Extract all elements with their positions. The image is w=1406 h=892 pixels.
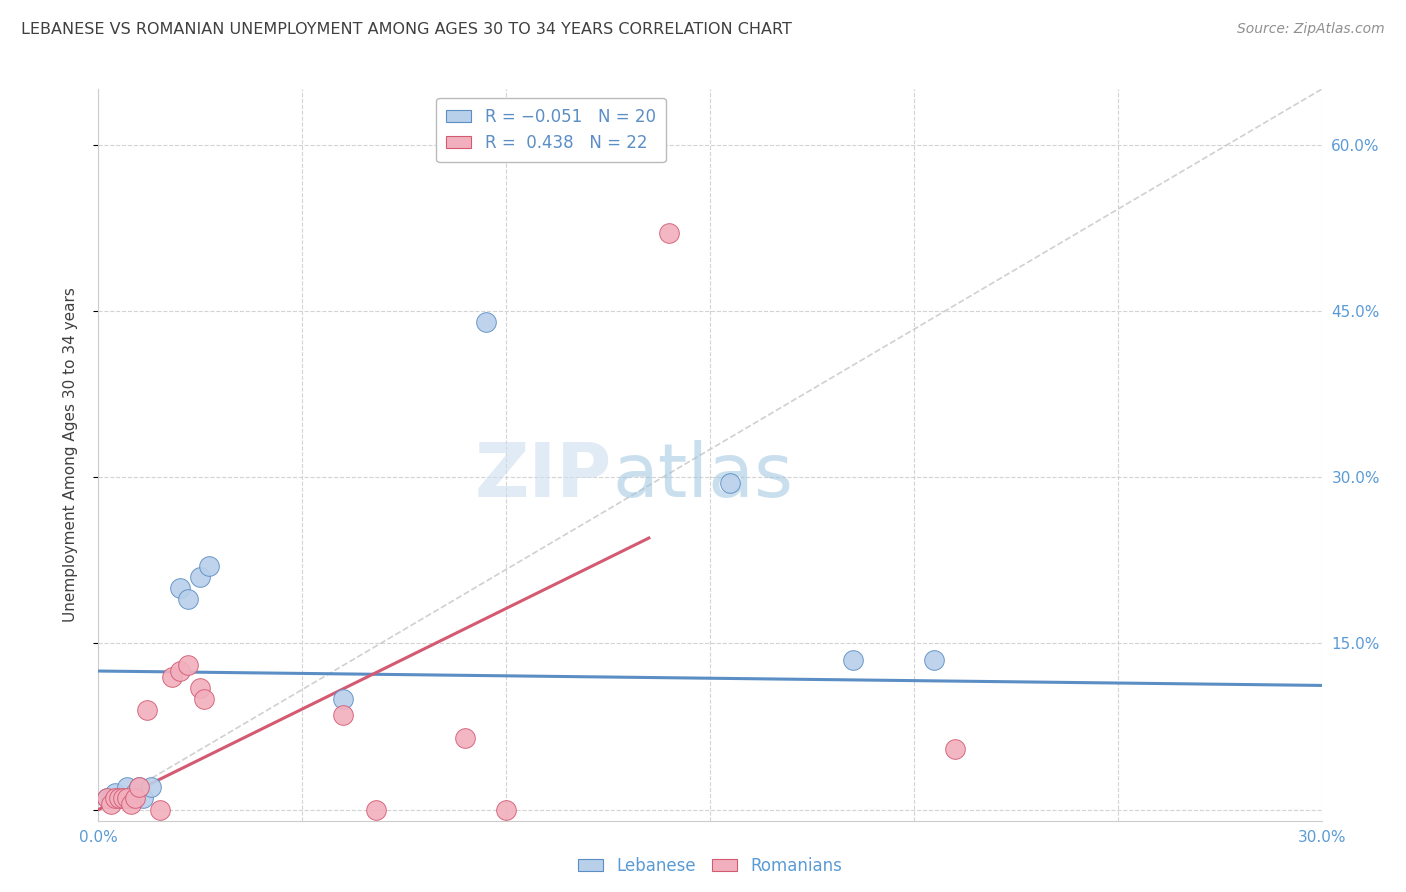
Point xyxy=(111,791,134,805)
Point xyxy=(115,791,138,805)
Point xyxy=(149,803,172,817)
Point xyxy=(193,691,215,706)
Point xyxy=(115,780,138,795)
Point xyxy=(100,797,122,811)
Text: Source: ZipAtlas.com: Source: ZipAtlas.com xyxy=(1237,22,1385,37)
Point xyxy=(120,791,142,805)
Point xyxy=(128,780,150,795)
Y-axis label: Unemployment Among Ages 30 to 34 years: Unemployment Among Ages 30 to 34 years xyxy=(63,287,77,623)
Point xyxy=(658,227,681,241)
Point xyxy=(943,741,966,756)
Text: LEBANESE VS ROMANIAN UNEMPLOYMENT AMONG AGES 30 TO 34 YEARS CORRELATION CHART: LEBANESE VS ROMANIAN UNEMPLOYMENT AMONG … xyxy=(21,22,792,37)
Text: ZIP: ZIP xyxy=(475,441,612,514)
Point xyxy=(100,791,122,805)
Legend: Lebanese, Romanians: Lebanese, Romanians xyxy=(571,850,849,882)
Point xyxy=(177,592,200,607)
Point xyxy=(104,791,127,805)
Point xyxy=(124,791,146,805)
Point xyxy=(124,786,146,800)
Point xyxy=(169,581,191,595)
Point xyxy=(160,669,183,683)
Point xyxy=(177,658,200,673)
Text: atlas: atlas xyxy=(612,441,793,514)
Point xyxy=(128,780,150,795)
Point xyxy=(132,791,155,805)
Point xyxy=(104,786,127,800)
Point xyxy=(332,691,354,706)
Point xyxy=(96,791,118,805)
Point xyxy=(120,797,142,811)
Point xyxy=(454,731,477,745)
Point xyxy=(364,803,387,817)
Point xyxy=(197,558,219,573)
Point xyxy=(922,653,945,667)
Point xyxy=(332,708,354,723)
Point xyxy=(136,703,159,717)
Point xyxy=(108,791,131,805)
Point xyxy=(188,570,212,584)
Point xyxy=(188,681,212,695)
Point xyxy=(720,475,742,490)
Point xyxy=(96,791,118,805)
Point xyxy=(141,780,163,795)
Point xyxy=(108,791,131,805)
Point xyxy=(111,791,134,805)
Point xyxy=(474,315,498,329)
Point xyxy=(841,653,863,667)
Point xyxy=(495,803,517,817)
Point xyxy=(169,664,191,678)
